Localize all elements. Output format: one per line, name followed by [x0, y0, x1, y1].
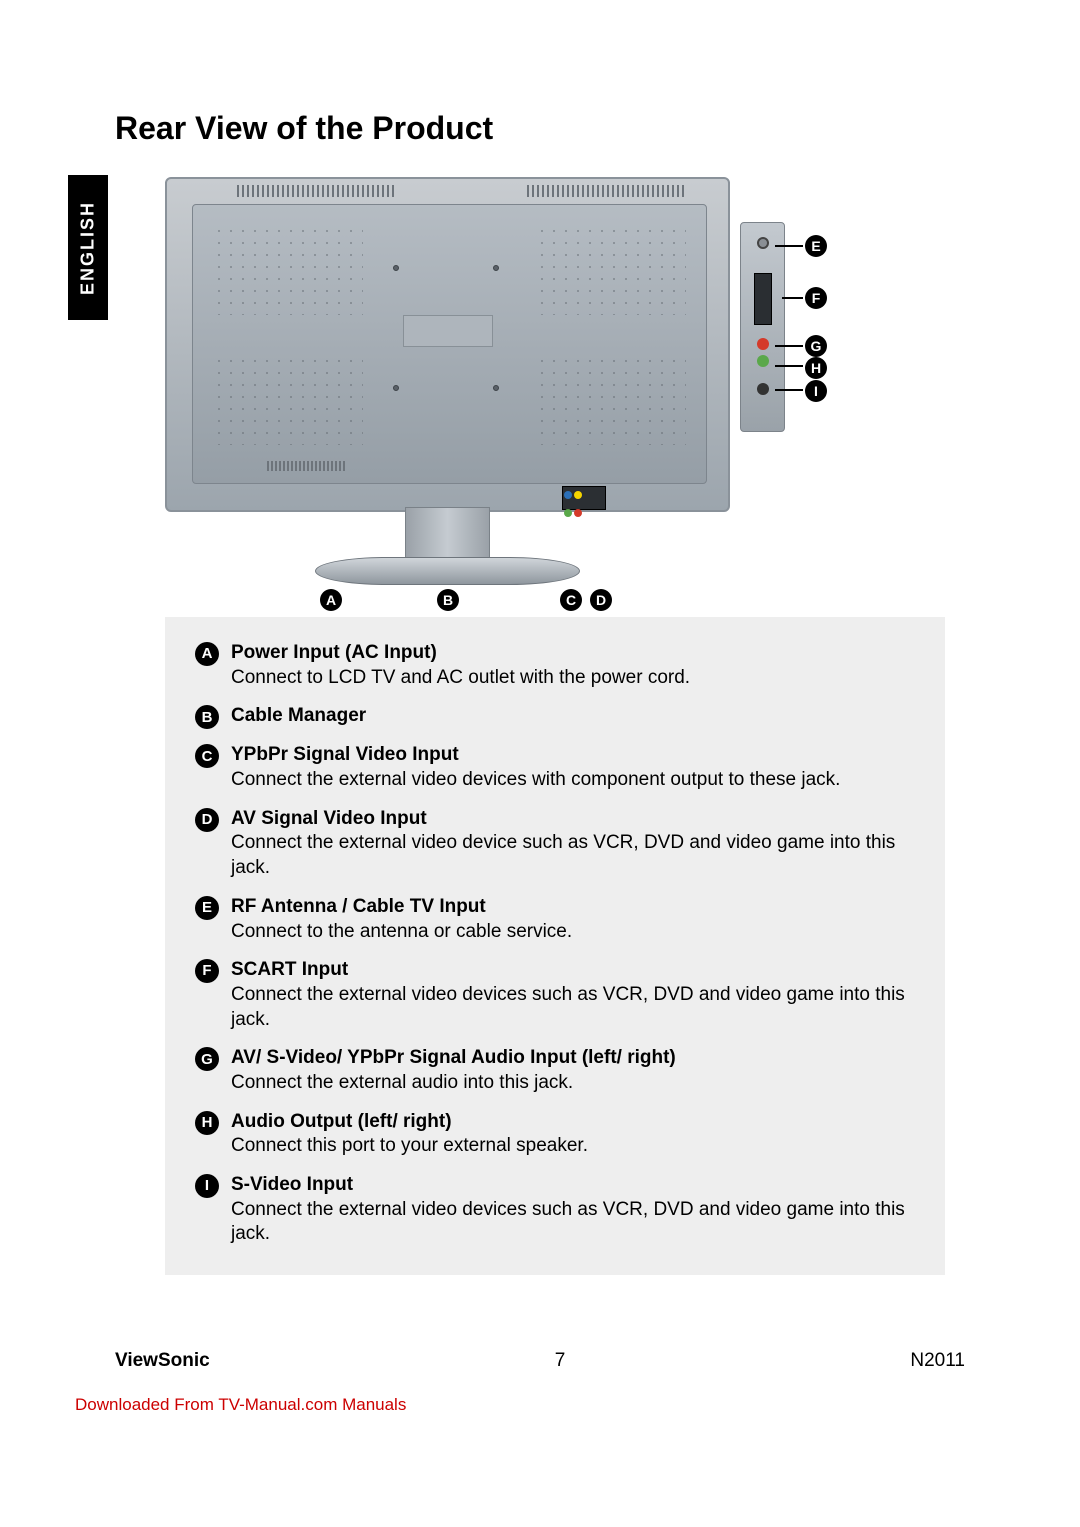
desc-item-text: Connect the external video device such a…: [231, 832, 895, 878]
callout-b: B: [437, 589, 459, 611]
desc-item-text: Connect the external video devices with …: [231, 769, 840, 790]
desc-item-bullet: I: [195, 1174, 219, 1198]
desc-item-title: YPbPr Signal Video Input: [231, 744, 459, 765]
desc-item-bullet: H: [195, 1111, 219, 1135]
desc-item-body: S-Video Input Connect the external video …: [231, 1173, 915, 1247]
desc-item-bullet: C: [195, 744, 219, 768]
callout-a: A: [320, 589, 342, 611]
desc-item-title: Power Input (AC Input): [231, 642, 437, 663]
description-box: A Power Input (AC Input) Connect to LCD TV…: [165, 617, 945, 1275]
desc-item: D AV Signal Video Input Connect the extern…: [195, 807, 915, 881]
desc-item: H Audio Output (left/ right) Connect this …: [195, 1110, 915, 1159]
desc-item-text: Connect to LCD TV and AC outlet with the…: [231, 667, 690, 688]
desc-item-body: YPbPr Signal Video Input Connect the exte…: [231, 743, 915, 792]
desc-item-text: Connect the external video devices such …: [231, 1199, 905, 1245]
callout-d: D: [590, 589, 612, 611]
desc-item-text: Connect this port to your external speak…: [231, 1135, 588, 1156]
desc-item-title: Audio Output (left/ right): [231, 1111, 452, 1132]
callout-i: I: [805, 380, 827, 402]
av-jacks: [562, 486, 606, 510]
page-footer: ViewSonic 7 N2011: [115, 1350, 965, 1372]
desc-item-title: S-Video Input: [231, 1174, 353, 1195]
desc-item-text: Connect the external video devices such …: [231, 984, 905, 1030]
callout-e: E: [805, 235, 827, 257]
desc-item-body: Cable Manager: [231, 704, 915, 729]
desc-item-title: Cable Manager: [231, 705, 366, 726]
desc-item: I S-Video Input Connect the external video…: [195, 1173, 915, 1247]
desc-item: B Cable Manager: [195, 704, 915, 729]
desc-item: G AV/ S-Video/ YPbPr Signal Audio Input (…: [195, 1046, 915, 1095]
callout-g: G: [805, 335, 827, 357]
desc-item-bullet: F: [195, 959, 219, 983]
callout-c: C: [560, 589, 582, 611]
footer-page-number: 7: [555, 1350, 566, 1372]
desc-item-bullet: G: [195, 1047, 219, 1071]
desc-item-body: Audio Output (left/ right) Connect this p…: [231, 1110, 915, 1159]
callout-h: H: [805, 357, 827, 379]
desc-item-title: RF Antenna / Cable TV Input: [231, 896, 486, 917]
desc-item-bullet: E: [195, 896, 219, 920]
download-note: Downloaded From TV-Manual.com Manuals: [75, 1395, 406, 1415]
desc-item-body: AV Signal Video Input Connect the externa…: [231, 807, 915, 881]
footer-brand: ViewSonic: [115, 1350, 210, 1372]
desc-item-body: SCART Input Connect the external video de…: [231, 958, 915, 1032]
desc-item-title: AV/ S-Video/ YPbPr Signal Audio Input (l…: [231, 1047, 676, 1068]
side-connector-panel: [740, 222, 785, 432]
footer-model: N2011: [910, 1350, 965, 1372]
desc-item-title: AV Signal Video Input: [231, 808, 427, 829]
desc-item-body: RF Antenna / Cable TV Input Connect to th…: [231, 895, 915, 944]
callout-f: F: [805, 287, 827, 309]
desc-item-title: SCART Input: [231, 959, 348, 980]
desc-item-body: Power Input (AC Input) Connect to LCD TV …: [231, 641, 915, 690]
desc-item-bullet: A: [195, 642, 219, 666]
desc-item-bullet: B: [195, 705, 219, 729]
desc-item-body: AV/ S-Video/ YPbPr Signal Audio Input (l…: [231, 1046, 915, 1095]
page-title: Rear View of the Product: [115, 110, 965, 147]
desc-item: A Power Input (AC Input) Connect to LCD TV…: [195, 641, 915, 690]
desc-item: E RF Antenna / Cable TV Input Connect to t…: [195, 895, 915, 944]
desc-item-text: Connect the external audio into this jac…: [231, 1072, 573, 1093]
desc-item: F SCART Input Connect the external video d…: [195, 958, 915, 1032]
desc-item-bullet: D: [195, 808, 219, 832]
product-figure: E F G H I A B C D: [165, 177, 945, 607]
desc-item: C YPbPr Signal Video Input Connect the ext…: [195, 743, 915, 792]
language-tab: ENGLISH: [68, 175, 108, 320]
desc-item-text: Connect to the antenna or cable service.: [231, 921, 572, 942]
